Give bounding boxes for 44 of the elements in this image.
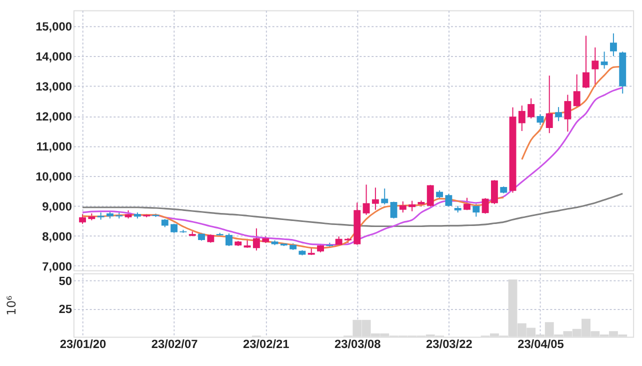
- candlestick: [79, 214, 86, 224]
- y-tick-label: 11,000: [36, 139, 72, 154]
- candlestick: [564, 94, 572, 132]
- candlestick: [610, 32, 617, 57]
- y-tick-label: 9,000: [42, 199, 72, 214]
- candlestick: [528, 98, 535, 119]
- candlestick: [390, 201, 398, 219]
- candlestick: [546, 75, 553, 134]
- candlestick: [472, 203, 480, 218]
- x-tick-label: 23/04/05: [518, 337, 564, 352]
- y-tick-label: 13,000: [36, 80, 72, 94]
- y-tick-label: 12,000: [36, 110, 72, 124]
- y-tick-label: 14,000: [36, 50, 72, 64]
- line-series: [82, 192, 624, 228]
- candlestick: [536, 114, 544, 126]
- candlestick: [490, 180, 498, 205]
- candlestick: [600, 51, 608, 70]
- candlestick: [555, 106, 562, 122]
- candlestick: [426, 184, 434, 207]
- y-tick-label: 25: [58, 302, 72, 316]
- x-tick-label: 23/03/22: [426, 337, 473, 352]
- x-tick-label: 23/02/21: [242, 337, 290, 352]
- y-tick-label: 50: [58, 274, 72, 288]
- candlestick: [252, 228, 260, 252]
- y-tick-label: 8,000: [42, 229, 72, 244]
- candlestick: [408, 200, 416, 212]
- candlestick: [372, 187, 379, 210]
- candlestick: [399, 200, 406, 213]
- candlestick: [226, 232, 232, 247]
- candlestick: [573, 74, 580, 108]
- candlestick: [582, 35, 590, 89]
- x-tick-label: 23/01/20: [60, 337, 107, 352]
- candlestick: [592, 46, 599, 88]
- candlestick: [445, 193, 452, 207]
- y-tick-label: 15,000: [36, 20, 72, 34]
- y-axis-title: 10⁶: [4, 295, 18, 316]
- y-tick-label: 10,000: [36, 169, 72, 184]
- candlestick: [381, 188, 388, 205]
- candlestick: [362, 184, 370, 216]
- candlestick: [518, 105, 526, 132]
- x-tick-label: 23/03/08: [334, 337, 382, 352]
- x-tick-label: 23/02/07: [151, 337, 198, 352]
- y-tick-label: 7,000: [42, 259, 72, 274]
- candlestick: [482, 198, 489, 214]
